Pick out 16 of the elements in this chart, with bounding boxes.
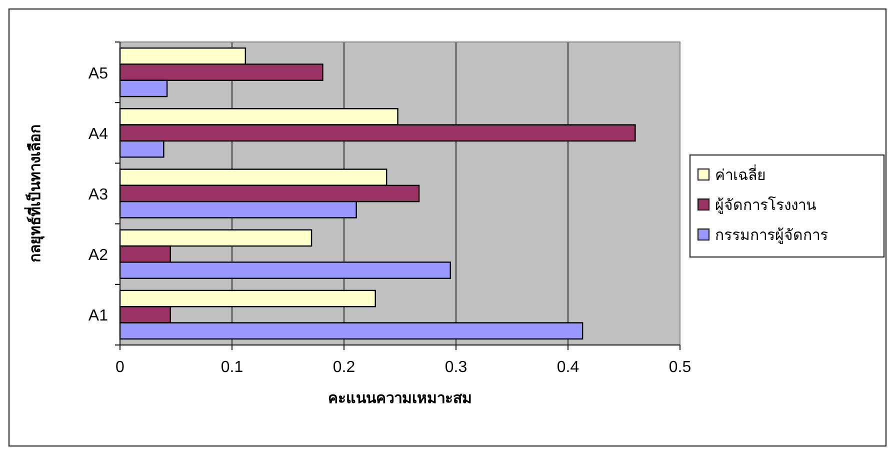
y-tick-label: A1 bbox=[88, 308, 108, 325]
y-axis-title: กลยุทธ์ที่เป็นทางเลือก bbox=[24, 124, 45, 262]
y-tick-label: A3 bbox=[88, 186, 108, 204]
x-axis-title: คะแนนความเหมาะสม bbox=[328, 390, 472, 407]
legend-label: กรรมการผู้จัดการ bbox=[715, 227, 828, 244]
x-tick-label: 0.4 bbox=[556, 359, 580, 376]
legend-label: ค่าเฉลี่ย bbox=[715, 164, 766, 184]
y-tick-label: A2 bbox=[88, 247, 108, 264]
y-tick-label: A4 bbox=[88, 126, 108, 143]
x-tick-label: 0.5 bbox=[668, 359, 692, 376]
x-tick-label: 0 bbox=[116, 359, 125, 376]
x-tick-label: 0.2 bbox=[332, 359, 356, 376]
y-tick-label: A5 bbox=[88, 65, 108, 82]
legend-label: ผู้จัดการโรงงาน bbox=[715, 196, 816, 214]
x-tick-label: 0.1 bbox=[220, 359, 244, 376]
x-tick-label: 0.3 bbox=[444, 359, 468, 376]
